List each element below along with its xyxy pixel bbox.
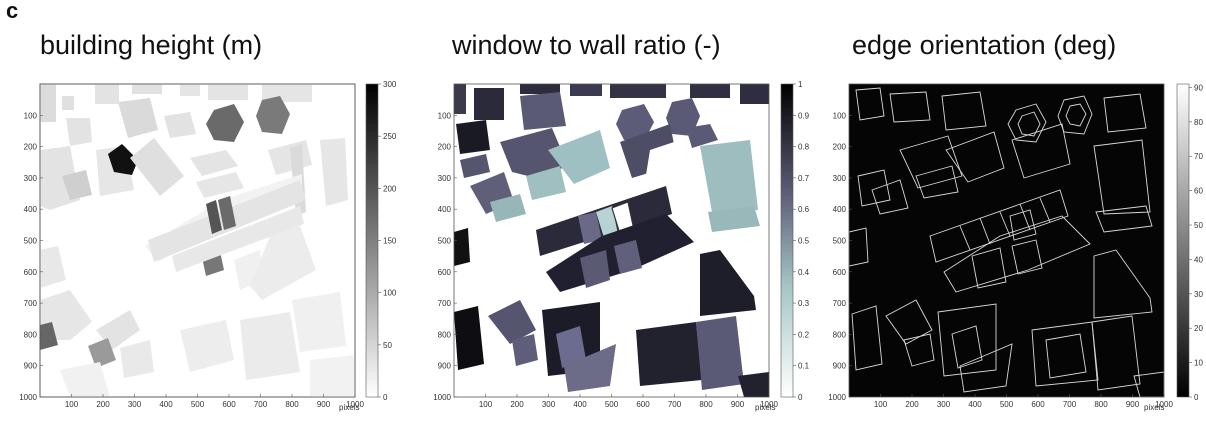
building-height-x-label: pixels (339, 403, 359, 412)
x-tick-label: 200 (96, 400, 110, 409)
y-tick-label: 700 (833, 299, 847, 308)
colorbar-tick-label: 50 (1194, 221, 1203, 230)
y-tick-label: 900 (833, 362, 847, 371)
edge-orientation-x-label: pixels (1144, 403, 1164, 412)
x-tick-label: 100 (65, 400, 79, 409)
x-tick-label: 400 (159, 400, 173, 409)
colorbar-tick-label: 50 (383, 341, 392, 350)
colorbar-tick-label: 80 (1194, 118, 1203, 127)
y-tick-label: 800 (24, 330, 38, 339)
y-tick-label: 300 (24, 174, 38, 183)
edge-orientation-colorbar: 0 10 20 30 40 50 60 70 80 90 (1177, 83, 1203, 402)
y-tick-label: 400 (833, 205, 847, 214)
building-height-map: 100 200 300 400 500 600 700 800 900 1000 100 200 30… (19, 84, 364, 412)
colorbar-tick-label: 30 (1194, 290, 1203, 299)
colorbar-tick-label: 0.6 (798, 205, 810, 214)
colorbar-tick-label: 0.3 (798, 299, 810, 308)
colorbar-tick-label: 0.1 (798, 362, 810, 371)
colorbar-tick-label: 1 (798, 80, 803, 89)
colorbar-tick-label: 300 (383, 80, 397, 89)
colorbar-tick-label: 0 (383, 393, 388, 402)
x-tick-label: 300 (542, 400, 556, 409)
x-tick-label: 700 (1063, 400, 1077, 409)
colorbar-tick-label: 60 (1194, 187, 1203, 196)
y-tick-label: 800 (438, 330, 452, 339)
x-tick-label: 600 (636, 400, 650, 409)
x-tick-label: 400 (968, 400, 982, 409)
y-tick-label: 500 (24, 237, 38, 246)
colorbar-tick-label: 70 (1194, 152, 1203, 161)
colorbar-tick-label: 0.5 (798, 237, 810, 246)
edge-orientation-y-ticks: 100 200 300 400 500 600 700 800 900 1000 (828, 111, 852, 402)
y-tick-label: 200 (24, 143, 38, 152)
x-tick-label: 700 (668, 400, 682, 409)
colorbar-tick-label: 0 (1194, 393, 1199, 402)
y-tick-label: 500 (833, 237, 847, 246)
y-tick-label: 100 (24, 111, 38, 120)
colorbar-tick-label: 20 (1194, 324, 1203, 333)
y-tick-label: 600 (438, 268, 452, 277)
x-tick-label: 200 (905, 400, 919, 409)
y-tick-label: 200 (438, 143, 452, 152)
x-tick-label: 900 (317, 400, 331, 409)
colorbar-tick-label: 0 (798, 393, 803, 402)
x-tick-label: 600 (1031, 400, 1045, 409)
y-tick-label: 500 (438, 237, 452, 246)
x-tick-label: 900 (731, 400, 745, 409)
x-tick-label: 400 (573, 400, 587, 409)
y-tick-label: 800 (833, 330, 847, 339)
y-tick-label: 900 (24, 362, 38, 371)
colorbar-tick-label: 150 (383, 237, 397, 246)
y-tick-label: 400 (438, 205, 452, 214)
y-tick-label: 1000 (19, 393, 37, 402)
y-tick-label: 600 (24, 268, 38, 277)
colorbar-tick-label: 40 (1194, 255, 1203, 264)
colorbar-tick-label: 0.7 (798, 174, 810, 183)
x-tick-label: 300 (128, 400, 142, 409)
colorbar-tick-label: 90 (1194, 83, 1203, 92)
window-wall-ratio-map: 100 200 300 400 500 600 700 800 900 1000 100 200 30… (433, 84, 778, 412)
x-tick-label: 200 (510, 400, 524, 409)
x-tick-label: 800 (699, 400, 713, 409)
y-tick-label: 100 (438, 111, 452, 120)
colorbar-tick-label: 250 (383, 132, 397, 141)
colorbar-tick-label: 0.8 (798, 143, 810, 152)
y-tick-label: 100 (833, 111, 847, 120)
y-tick-label: 1000 (433, 393, 451, 402)
window-wall-ratio-x-label: pixels (755, 403, 775, 412)
x-tick-label: 900 (1126, 400, 1140, 409)
y-tick-label: 900 (438, 362, 452, 371)
y-tick-label: 1000 (828, 393, 846, 402)
x-tick-label: 600 (222, 400, 236, 409)
x-tick-label: 500 (191, 400, 205, 409)
x-tick-label: 500 (605, 400, 619, 409)
window-wall-ratio-y-ticks: 100 200 300 400 500 600 700 800 900 1000 (433, 111, 457, 402)
y-tick-label: 700 (438, 299, 452, 308)
window-wall-ratio-colorbar: 0 0.1 0.2 0.3 0.4 0.5 0.6 0.7 0.8 0.9 1 (781, 80, 810, 402)
y-tick-label: 600 (833, 268, 847, 277)
x-tick-label: 700 (254, 400, 268, 409)
colorbar-tick-label: 0.4 (798, 268, 810, 277)
colorbar-tick-label: 10 (1194, 359, 1203, 368)
colorbar-tick-label: 0.9 (798, 111, 810, 120)
colorbar-tick-label: 200 (383, 184, 397, 193)
colorbar-tick-label: 100 (383, 289, 397, 298)
edge-orientation-map: 100 200 300 400 500 600 700 800 900 1000 100 200 30… (828, 84, 1173, 412)
x-tick-label: 100 (479, 400, 493, 409)
building-height-colorbar: 0 50 100 150 200 250 300 (366, 80, 397, 402)
y-tick-label: 300 (833, 174, 847, 183)
building-height-y-ticks: 100 200 300 400 500 600 700 800 900 1000 (19, 111, 43, 402)
x-tick-label: 300 (937, 400, 951, 409)
y-tick-label: 300 (438, 174, 452, 183)
x-tick-label: 800 (1094, 400, 1108, 409)
y-tick-label: 700 (24, 299, 38, 308)
x-tick-label: 500 (1000, 400, 1014, 409)
x-tick-label: 100 (874, 400, 888, 409)
y-tick-label: 200 (833, 143, 847, 152)
x-tick-label: 800 (285, 400, 299, 409)
y-tick-label: 400 (24, 205, 38, 214)
colorbar-tick-label: 0.2 (798, 330, 810, 339)
